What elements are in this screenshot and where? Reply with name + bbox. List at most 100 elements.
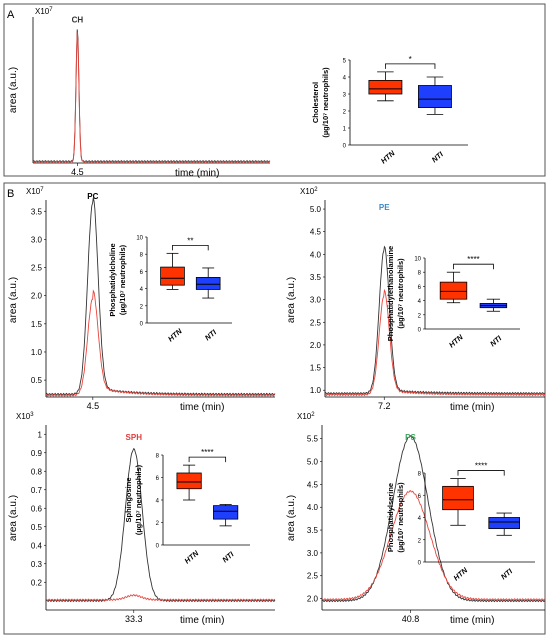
box_sph-box-NTI [213, 505, 239, 520]
chrom_pe-scale-exponent: 2 [314, 187, 318, 193]
chrom_ps-y-label: area (a.u.) [286, 495, 297, 541]
chrom_ps-y-tick: 2.5 [307, 572, 319, 581]
box_ps-y-tick: 4 [418, 516, 422, 522]
box_ps-y-tick: 0 [418, 561, 422, 567]
chrom_ch-peak-tick: 4.5 [71, 167, 84, 177]
chrom_pe-y-label: area (a.u.) [286, 277, 297, 323]
box_ps-box-HTN [442, 485, 474, 511]
chrom_sph-y-tick: 0.8 [31, 467, 43, 476]
box_ps-y-tick: 8 [418, 472, 422, 478]
box_pe-y-tick: 0 [418, 328, 422, 334]
panel-letter: A [7, 9, 15, 21]
box_pe-y-tick: 2 [418, 313, 422, 319]
box_ps-y-label-line: (µg/10⁷ neutrophils) [396, 482, 405, 553]
box_pe-y-tick: 6 [418, 285, 422, 291]
chrom_ch-series-1 [32, 32, 271, 163]
box_pe-significance-bracket [453, 263, 494, 270]
box_sph-y-tick: 2 [156, 521, 160, 527]
chrom_ps-series-1 [321, 490, 546, 601]
box_ch-y-tick: 4 [343, 76, 347, 82]
box_pc-y-tick: 4 [140, 287, 144, 293]
chrom_ch-peak-label: CH [72, 16, 84, 25]
chrom_sph-y-label: area (a.u.) [8, 495, 19, 541]
box_pe-category-label: NTI [488, 333, 504, 348]
chrom_ps-y-tick: 5.5 [307, 435, 319, 444]
chrom_ps-y-tick: 3.5 [307, 526, 319, 535]
chrom_pc-series-1 [45, 289, 276, 397]
panel-letter: B [7, 188, 14, 200]
chrom_pe-series-1 [324, 288, 546, 397]
box_ch-y-tick: 2 [343, 110, 347, 116]
box_pc-category-label: NTI [203, 327, 219, 342]
box_ch-category-label: HTN [379, 148, 397, 165]
box_ps-significance-bracket [457, 470, 505, 476]
box_sph-y-label-line: Sphingosine [124, 478, 133, 523]
box_ch-y-tick: 0 [343, 144, 347, 150]
chrom_ch-scale-exponent: 7 [49, 7, 53, 13]
box_ps-y-label-line: Phosphatidylserine [386, 483, 395, 552]
box_sph-y-tick: 6 [156, 476, 160, 482]
chrom_pc-peak-tick: 4.5 [87, 401, 100, 411]
box_sph-y-label-line: (µg/10⁷ neutrophils) [134, 464, 143, 535]
box_ps-category-label: HTN [452, 565, 470, 582]
chrom_pe-x-label: time (min) [450, 402, 494, 413]
panel-b-border [3, 182, 546, 635]
box_ps-box-NTI [488, 517, 520, 530]
box_sph-y-tick: 0 [156, 544, 160, 550]
box_sph-y-tick: 8 [156, 454, 160, 460]
chrom_ps-peak-label: PS [405, 433, 416, 442]
chrom_ch-x-label: time (min) [175, 168, 219, 179]
chrom_sph-scale-label: X103 [16, 412, 34, 421]
chrom_sph-peak-label: SPH [126, 433, 143, 442]
box_pc-significance-bracket [172, 244, 209, 251]
chrom_pc-y-label: area (a.u.) [8, 277, 19, 323]
chrom_pe-scale-label: X102 [300, 187, 318, 196]
chrom_pc-scale-label: X107 [26, 187, 44, 196]
box_pc-y-tick: 10 [136, 236, 143, 242]
chrom_ps-y-tick: 4.5 [307, 480, 319, 489]
box_sph-box-HTN [176, 472, 202, 490]
chrom_pc-scale-exponent: 7 [40, 187, 44, 193]
box_ch-significance-bracket [385, 63, 436, 69]
box_sph-category-label: NTI [221, 549, 237, 564]
chrom_ps-y-tick: 3.0 [307, 549, 319, 558]
chrom_sph-y-tick: 0.5 [31, 523, 43, 532]
box_ch-y-tick: 5 [343, 59, 347, 65]
box_ch-y-label-line: (µg/10⁷ neutrophils) [321, 67, 330, 138]
chrom_ps-y-tick: 5.0 [307, 458, 319, 467]
chrom_ps-scale-exponent: 2 [311, 412, 315, 418]
chrom_pc-y-tick: 1.5 [31, 320, 43, 329]
chrom_ps-y-tick: 4.0 [307, 503, 319, 512]
box_pc-box-NTI [195, 277, 221, 290]
chrom_ps-scale-label: X102 [297, 412, 315, 421]
chrom_sph-y-tick: 0.9 [31, 449, 43, 458]
box_ch-y-label-line: Cholesterol [311, 82, 320, 123]
chrom_sph-scale-exponent: 3 [30, 412, 34, 418]
chrom_sph-y-tick: 0.2 [31, 578, 43, 587]
box_pc-y-tick: 2 [140, 304, 144, 310]
chrom_ps-series-0 [321, 434, 546, 603]
chrom_ps-x-label: time (min) [450, 615, 494, 626]
box_ch-box-HTN [368, 80, 403, 95]
chrom_pe-y-tick: 4.5 [310, 228, 322, 237]
box_ch-y-tick: 1 [343, 127, 347, 133]
box_pc-category-label: HTN [166, 326, 184, 343]
box_pe-y-tick: 8 [418, 271, 422, 277]
chrom_sph-y-tick: 0.3 [31, 560, 43, 569]
box_pe-category-label: HTN [447, 332, 465, 349]
box_pe-significance-stars: **** [467, 255, 479, 264]
chrom_pe-y-tick: 3.5 [310, 273, 322, 282]
box_pc-y-tick: 8 [140, 253, 144, 259]
box_pe-y-label-line: Phosphatidylethanolamine [386, 246, 395, 341]
chrom_pc-y-tick: 1.0 [31, 348, 43, 357]
chrom_sph-peak-tick: 33.3 [125, 614, 143, 624]
box_pc-y-tick: 0 [140, 322, 144, 328]
chrom_sph-series-1 [45, 593, 276, 602]
chrom_ch-scale-label: X107 [35, 7, 53, 16]
chrom_pe-peak-label: PE [379, 203, 390, 212]
chrom_ch-series-0 [32, 29, 271, 163]
chrom_pe-y-tick: 1.5 [310, 364, 322, 373]
box_ch-significance-stars: * [409, 55, 412, 64]
chrom_pe-y-tick: 4.0 [310, 250, 322, 259]
